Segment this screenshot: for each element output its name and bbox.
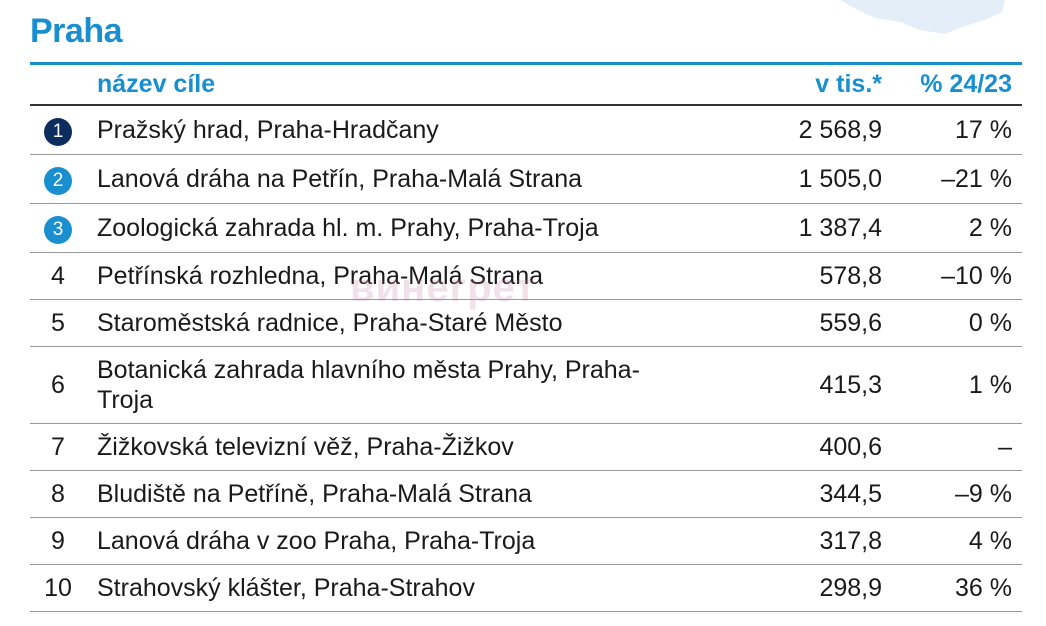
destination-name: Lanová dráha v zoo Praha, Praha-Troja <box>97 527 536 555</box>
rank-cell: 4 <box>30 252 86 300</box>
table-row: 7 Žižkovská televizní věž, Praha-Žižkov 40… <box>30 423 1022 471</box>
visitors-cell: 415,3 <box>784 346 882 424</box>
change-cell: –10 % <box>882 252 1022 300</box>
table-row: 10 Strahovský klášter, Praha-Strahov 298,9… <box>30 564 1022 612</box>
destination-name: Petřínská rozhledna, Praha-Malá Strana <box>97 262 544 290</box>
rank-header <box>30 62 86 106</box>
visitors-cell: 400,6 <box>784 423 882 471</box>
ranking-table: název cíle v tis.* % 24/23 1 Pražský hrad… <box>30 62 1022 612</box>
table-row: 8 Bludiště na Petříně, Praha-Malá Strana 3… <box>30 470 1022 518</box>
name-cell: Staroměstská radnice, Praha-Staré Město <box>86 299 785 347</box>
value-header: v tis.* <box>784 62 882 106</box>
visitors-cell: 1 505,0 <box>784 154 882 204</box>
change-cell: 0 % <box>882 299 1022 347</box>
change-cell: 36 % <box>882 564 1022 612</box>
change-cell: –21 % <box>882 154 1022 204</box>
visitors-cell: 559,6 <box>784 299 882 347</box>
table-row: 9 Lanová dráha v zoo Praha, Praha-Troja 31… <box>30 517 1022 565</box>
table-row: 3 Zoologická zahrada hl. m. Prahy, Praha-… <box>30 203 1022 253</box>
rank-cell: 2 <box>30 154 86 204</box>
destination-name: Lanová dráha na Petřín, Praha-Malá Stran… <box>97 165 583 193</box>
header-row: název cíle v tis.* % 24/23 <box>30 62 1022 106</box>
change-cell: 1 % <box>882 346 1022 424</box>
rank-cell: 8 <box>30 470 86 518</box>
rank-badge: 3 <box>44 216 72 244</box>
change-cell: 17 % <box>882 105 1022 155</box>
table-row: 6 Botanická zahrada hlavního města Prahy,… <box>30 346 1022 424</box>
change-cell: 2 % <box>882 203 1022 253</box>
destination-name: Žižkovská televizní věž, Praha-Žižkov <box>97 433 514 461</box>
rank-cell: 5 <box>30 299 86 347</box>
visitors-cell: 344,5 <box>784 470 882 518</box>
rank-cell: 6 <box>30 346 86 424</box>
name-cell: Žižkovská televizní věž, Praha-Žižkov <box>86 423 785 471</box>
map-decoration <box>840 0 1005 34</box>
rank-cell: 3 <box>30 203 86 253</box>
rank-badge: 2 <box>44 167 72 195</box>
visitors-cell: 1 387,4 <box>784 203 882 253</box>
name-cell: Lanová dráha na Petřín, Praha-Malá Stran… <box>86 154 785 204</box>
destination-name: Strahovský klášter, Praha-Strahov <box>97 574 475 602</box>
name-cell: Lanová dráha v zoo Praha, Praha-Troja <box>86 517 785 565</box>
change-cell: –9 % <box>882 470 1022 518</box>
name-cell: Petřínská rozhledna, Praha-Malá Strana <box>86 252 785 300</box>
table-row: 1 Pražský hrad, Praha-Hradčany 2 568,9 17 % <box>30 105 1022 155</box>
name-cell: Strahovský klášter, Praha-Strahov <box>86 564 785 612</box>
table-row: 4 Petřínská rozhledna, Praha-Malá Strana 5… <box>30 252 1022 300</box>
name-cell: Botanická zahrada hlavního města Prahy, … <box>86 346 785 424</box>
rank-cell: 7 <box>30 423 86 471</box>
table-body: 1 Pražský hrad, Praha-Hradčany 2 568,9 17 %… <box>30 105 1022 612</box>
rank-cell: 9 <box>30 517 86 565</box>
rank-cell: 1 <box>30 105 86 155</box>
destination-name: Staroměstská radnice, Praha-Staré Město <box>97 309 563 337</box>
change-cell: – <box>882 423 1022 471</box>
destination-name: Pražský hrad, Praha-Hradčany <box>97 116 439 144</box>
table-row: 2 Lanová dráha na Petřín, Praha-Malá Stra… <box>30 154 1022 204</box>
visitors-cell: 298,9 <box>784 564 882 612</box>
destination-name: Zoologická zahrada hl. m. Prahy, Praha-T… <box>97 214 599 242</box>
change-header: % 24/23 <box>882 62 1022 106</box>
rank-badge: 1 <box>44 118 72 146</box>
destination-name: Botanická zahrada hlavního města Prahy, … <box>97 356 640 414</box>
rank-cell: 10 <box>30 564 86 612</box>
table-row: 5 Staroměstská radnice, Praha-Staré Město… <box>30 299 1022 347</box>
name-header: název cíle <box>86 62 785 106</box>
watermark: винегрет <box>350 266 536 310</box>
visitors-cell: 317,8 <box>784 517 882 565</box>
visitors-cell: 578,8 <box>784 252 882 300</box>
visitors-cell: 2 568,9 <box>784 105 882 155</box>
change-cell: 4 % <box>882 517 1022 565</box>
map-shape <box>840 0 1005 34</box>
title: Praha <box>30 12 123 50</box>
name-cell: Pražský hrad, Praha-Hradčany <box>86 105 785 155</box>
name-cell: Bludiště na Petříně, Praha-Malá Strana <box>86 470 785 518</box>
name-cell: Zoologická zahrada hl. m. Prahy, Praha-T… <box>86 203 785 253</box>
destination-name: Bludiště na Petříně, Praha-Malá Strana <box>97 480 532 508</box>
